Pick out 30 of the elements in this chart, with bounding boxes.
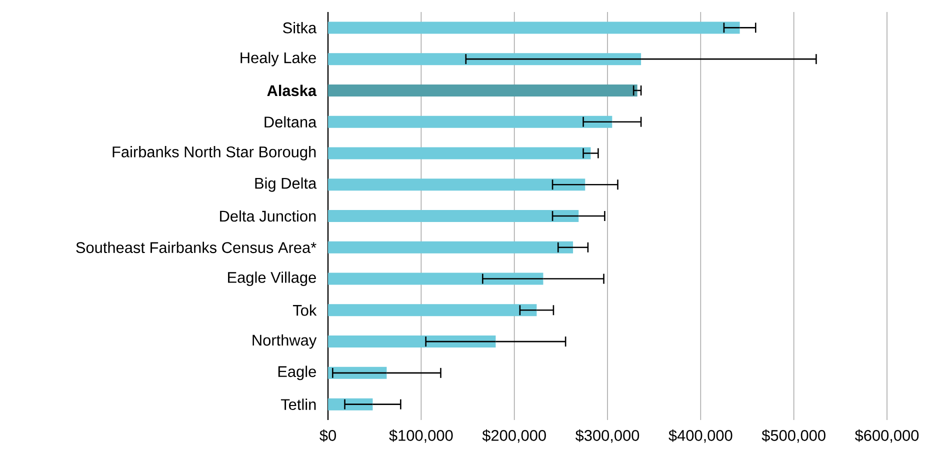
y-tick-label: Delta Junction [220,210,316,222]
y-tick-label: Eagle Village [228,272,316,286]
bar [328,84,638,96]
x-tick-label: $200,000 [482,429,546,443]
y-tick-label: Big Delta [255,177,317,192]
y-tick-label: Deltana [264,116,317,128]
y-tick-label: Northway [252,334,317,349]
y-tick-label: Tok [292,304,317,316]
y-tick-label: Southeast Fairbanks Census Area* [76,242,316,254]
bar [328,304,537,316]
x-tick-label: $600,000 [854,429,919,443]
x-tick-label: $400,000 [668,429,732,443]
x-tick-label: $100,000 [389,429,453,443]
bar [328,116,612,128]
bar [328,22,740,34]
y-tick-label: Fairbanks North Star Borough [112,146,316,160]
y-tick-label: Healy Lake [240,52,316,66]
y-tick-label: Eagle [278,366,316,380]
bar [328,272,544,285]
x-tick-label: $0 [320,429,336,442]
y-tick-label: Sitka [283,22,317,34]
x-tick-label: $500,000 [762,429,826,443]
y-tick-label: Tetlin [280,398,316,410]
y-tick-label: Alaska [267,84,317,96]
bar [328,178,586,191]
bar [328,336,496,348]
bar [328,147,591,160]
bar [328,210,579,222]
bar [328,241,574,254]
x-tick-label: $300,000 [575,429,640,443]
